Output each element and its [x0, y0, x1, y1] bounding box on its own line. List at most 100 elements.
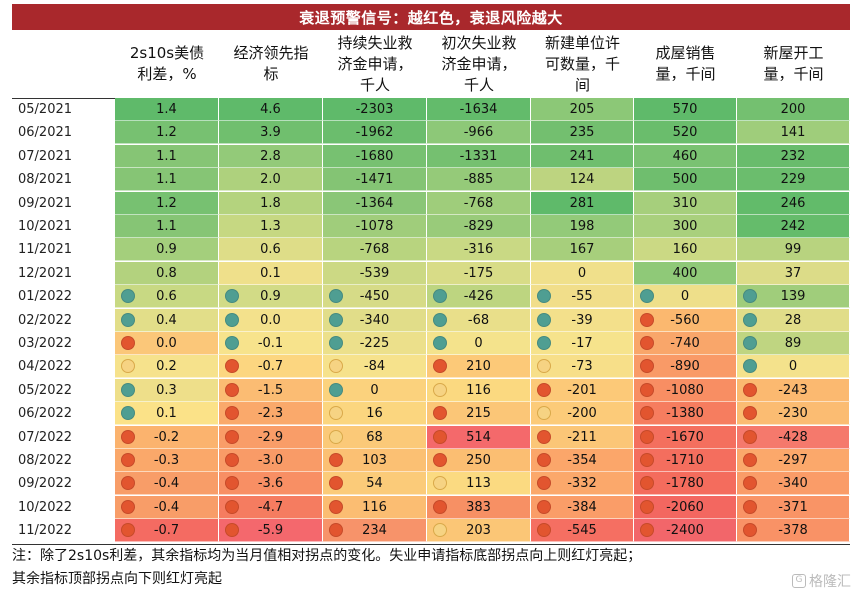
- cell-value: 141: [780, 125, 806, 141]
- cell-value: -2060: [666, 499, 704, 515]
- heat-cell: 235: [531, 121, 634, 145]
- row-date: 05/2021: [18, 102, 73, 117]
- cell-value: 28: [784, 312, 802, 328]
- row-date: 05/2022: [18, 382, 73, 398]
- heat-cell: -0.1: [219, 332, 323, 355]
- table-row: 09/2022 -0.4 -3.6 54 113 -332 -1780 -340: [12, 472, 850, 496]
- green-signal-dot: [121, 382, 135, 397]
- heat-cell: -1364: [323, 191, 427, 215]
- heat-cell: -4.7: [219, 495, 323, 519]
- cell-value: 1.2: [156, 125, 177, 141]
- heat-cell: 229: [737, 168, 850, 192]
- table-row: 05/2021 1.4 4.6 -2303 -1634 205 570 200: [12, 98, 850, 121]
- heat-cell: 141: [737, 121, 850, 145]
- column-header-3: 持续失业救 济金申请， 千人: [323, 30, 427, 98]
- cell-value: 1.2: [156, 195, 177, 211]
- yellow-signal-dot: [329, 406, 343, 421]
- heat-cell: -3.6: [219, 472, 323, 496]
- row-date: 09/2021: [18, 195, 73, 211]
- heat-cell: -539: [323, 261, 427, 285]
- cell-value: 1.8: [260, 195, 281, 211]
- table-row: 08/2021 1.1 2.0 -1471 -885 124 500 229: [12, 168, 850, 192]
- cell-value: -1331: [459, 148, 498, 164]
- green-signal-dot: [329, 336, 343, 350]
- cell-value: -55: [571, 289, 593, 305]
- heat-cell: -740: [634, 332, 737, 355]
- heat-cell: 514: [427, 425, 531, 449]
- green-signal-dot: [537, 289, 551, 304]
- red-signal-dot: [225, 429, 239, 444]
- heat-cell: 0: [427, 332, 531, 355]
- cell-value: -1710: [666, 453, 704, 468]
- heat-cell: 383: [427, 495, 531, 519]
- red-signal-dot: [743, 382, 757, 397]
- heat-cell: 0: [737, 355, 850, 379]
- heat-cell: -354: [531, 449, 634, 472]
- heat-cell: 2.8: [219, 144, 323, 168]
- heat-cell: -428: [737, 425, 850, 449]
- red-signal-dot: [640, 499, 654, 514]
- heat-cell: 99: [737, 238, 850, 262]
- green-signal-dot: [743, 289, 757, 304]
- table-row: 07/2022 -0.2 -2.9 68 514 -211 -1670 -428: [12, 425, 850, 449]
- footnote-line-1: 注：除了2s10s利差，其余指标均为当月值相对拐点的变化。失业申请指标底部拐点向…: [12, 548, 642, 564]
- red-signal-dot: [225, 406, 239, 421]
- cell-value: -768: [463, 195, 494, 211]
- cell-value: 16: [366, 406, 383, 422]
- red-signal-dot: [640, 406, 654, 421]
- column-header-label: 新屋开工 量，千间: [763, 44, 824, 83]
- column-header-1: 2s10s美债 利差，%: [115, 30, 219, 98]
- cell-value: 0: [370, 382, 379, 398]
- heat-cell: 500: [634, 168, 737, 192]
- heat-cell: 246: [737, 191, 850, 215]
- red-signal-dot: [433, 406, 447, 421]
- heat-cell: -340: [323, 308, 427, 332]
- cell-value: -2.3: [257, 406, 284, 422]
- heat-cell: -1680: [323, 144, 427, 168]
- cell-value: 116: [362, 499, 387, 515]
- cell-value: -0.4: [153, 476, 180, 492]
- table-header: 2s10s美债 利差，% 经济领先指 标持续失业救 济金申请， 千人 初次失业救 济…: [12, 30, 850, 99]
- cell-value: -17: [571, 336, 593, 351]
- cell-value: -560: [670, 312, 700, 328]
- cell-value: -332: [567, 476, 597, 492]
- cell-value: 0.1: [260, 265, 281, 281]
- heat-cell: -0.7: [219, 355, 323, 379]
- red-signal-dot: [225, 453, 239, 467]
- watermark-text: 格隆汇: [809, 574, 851, 590]
- table-row: 06/2022 0.1 -2.3 16 215 -200 -1380 -230: [12, 402, 850, 426]
- cell-value: 124: [569, 172, 595, 188]
- green-signal-dot: [640, 289, 654, 304]
- red-signal-dot: [121, 453, 135, 467]
- red-signal-dot: [121, 499, 135, 514]
- heat-cell: -371: [737, 495, 850, 519]
- heat-cell: 0.6: [115, 285, 219, 309]
- heat-cell: -1634: [427, 98, 531, 121]
- heat-cell: 234: [323, 519, 427, 543]
- heat-cell: 116: [427, 378, 531, 402]
- cell-value: 232: [780, 148, 806, 164]
- cell-value: 383: [466, 499, 491, 515]
- heat-cell: 0.4: [115, 308, 219, 332]
- table-row: 05/2022 0.3 -1.5 0 116 -201 -1080 -243: [12, 378, 850, 402]
- column-header-label: 新建单位许 可数量，千 间: [544, 33, 620, 94]
- heat-cell: 0.1: [115, 402, 219, 426]
- column-header-label: 2s10s美债 利差，%: [129, 44, 205, 83]
- cell-value: 89: [784, 336, 802, 351]
- heat-cell: 460: [634, 144, 737, 168]
- heat-cell: -0.4: [115, 472, 219, 496]
- green-signal-dot: [329, 312, 343, 327]
- heat-cell: 0.9: [115, 238, 219, 262]
- chart-title: 衰退预警信号：越红色，衰退风险越大: [12, 4, 850, 30]
- row-date: 11/2022: [18, 523, 73, 539]
- heat-cell: 1.3: [219, 215, 323, 238]
- red-signal-dot: [640, 476, 654, 491]
- row-date: 09/2022: [18, 476, 73, 492]
- row-date: 11/2021: [18, 242, 73, 258]
- cell-value: -84: [363, 359, 386, 375]
- cell-value: 300: [672, 219, 698, 234]
- table-row: 07/2021 1.1 2.8 -1680 -1331 241 460 232: [12, 144, 850, 168]
- row-date: 07/2021: [18, 148, 73, 164]
- cell-value: 0.4: [156, 312, 177, 328]
- heat-cell: 3.9: [219, 121, 323, 145]
